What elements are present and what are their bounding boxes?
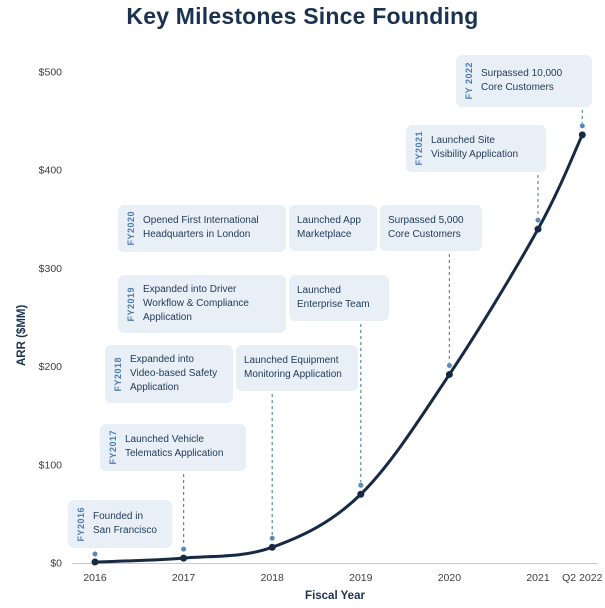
milestone-text: Launched App Marketplace [297,215,361,240]
x-tick-label: 2021 [526,572,550,584]
fy-badge: FY 2022 [464,62,474,100]
milestone-text: Surpassed 10,000 Core Customers [481,68,563,93]
data-point [534,225,542,233]
milestone-box-fy2018-b: Launched Equipment Monitoring Applicatio… [236,345,358,391]
y-axis-label: ARR ($MM) [16,304,28,366]
milestone-text: Opened First International Headquarters … [143,215,259,241]
milestone-text: Launched Site Visibility Application [431,135,519,161]
data-point [180,554,188,562]
milestone-box-fy2019-a: FY2019 Expanded into Driver Workflow & C… [118,275,286,333]
milestone-text: Founded in San Francisco [93,511,157,536]
milestone-dot [358,482,364,488]
milestone-dot [579,123,585,129]
data-point [91,558,99,566]
fy-badge: FY2021 [414,131,424,166]
data-point [445,370,453,378]
x-tick-label: 2018 [261,572,285,584]
milestone-box-fy2021: FY2021 Launched Site Visibility Applicat… [406,125,546,172]
data-point [268,543,276,551]
milestone-text: Expanded into Video-based Safety Applica… [130,354,218,393]
x-axis-label: Fiscal Year [305,590,365,602]
milestone-dot [446,362,452,368]
milestone-box-fy2016: FY2016 Founded in San Francisco [68,500,172,548]
milestone-box-fy2020-a: FY2020 Opened First International Headqu… [118,205,286,252]
milestone-box-fy2020-b: Launched App Marketplace [289,205,377,251]
milestone-text: Launched Enterprise Team [297,285,370,310]
x-tick-label: Q2 2022 [562,572,602,584]
y-tick-label: $400 [39,165,63,177]
chart-title: Key Milestones Since Founding [126,3,479,29]
fy-badge: FY2019 [126,286,136,322]
y-tick-label: $100 [39,459,63,471]
fy-badge: FY2017 [108,430,118,465]
fy-badge: FY2020 [126,211,136,246]
milestone-text: Launched Equipment Monitoring Applicatio… [244,355,342,380]
milestone-text: Launched Vehicle Telematics Application [125,434,224,460]
data-point [578,131,586,139]
x-tick-label: 2017 [172,572,196,584]
milestone-box-fy2022: FY 2022 Surpassed 10,000 Core Customers [456,55,592,107]
milestone-dot [535,217,541,223]
milestone-box-fy2019-b: Launched Enterprise Team [289,275,389,321]
y-tick-label: $300 [39,263,63,275]
milestone-text: Surpassed 5,000 Core Customers [388,215,464,240]
y-tick-label: $200 [39,361,63,373]
fy-badge: FY2018 [113,356,123,392]
milestone-box-fy2017: FY2017 Launched Vehicle Telematics Appli… [100,424,246,471]
y-tick-label: $0 [50,558,62,570]
milestone-dot [269,535,275,541]
milestone-box-fy2018-a: FY2018 Expanded into Video-based Safety … [105,345,233,403]
milestone-box-fy2020-c: Surpassed 5,000 Core Customers [380,205,482,251]
y-tick-label: $500 [39,67,63,79]
x-tick-label: 2016 [83,572,107,584]
milestone-text: Expanded into Driver Workflow & Complian… [143,284,249,323]
milestone-dot [92,551,98,557]
milestone-dot [181,546,187,552]
fy-badge: FY2016 [76,506,86,542]
x-tick-label: 2020 [438,572,462,584]
x-tick-label: 2019 [349,572,373,584]
data-point [357,490,365,498]
